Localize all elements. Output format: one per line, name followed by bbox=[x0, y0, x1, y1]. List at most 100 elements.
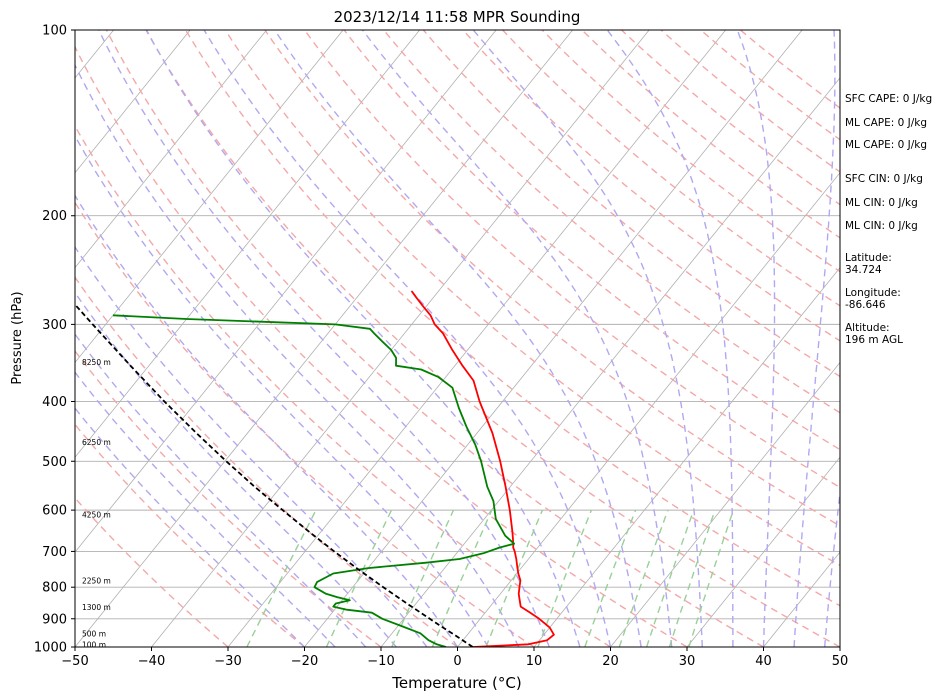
x-axis: −50 −40 −30 −20 −10 0 10 20 30 40 50 bbox=[61, 647, 848, 669]
isotherm--80 bbox=[75, 30, 344, 364]
moist-adiabat-20 bbox=[203, 30, 612, 647]
y-axis-title: Pressure (hPa) bbox=[10, 291, 25, 384]
sounding-traces bbox=[75, 290, 555, 647]
y-tick-label: 900 bbox=[42, 612, 67, 627]
height-label: 8250 m bbox=[82, 358, 111, 367]
moist-adiabat--20 bbox=[75, 407, 305, 647]
isotherm--10 bbox=[380, 77, 840, 647]
dry-adiabat-140 bbox=[502, 30, 840, 307]
temperature-trace bbox=[410, 290, 555, 647]
moist-adiabat-12 bbox=[98, 30, 550, 647]
x-tick-label: 0 bbox=[453, 654, 461, 669]
y-tick-label: 1000 bbox=[34, 641, 67, 656]
moist-adiabat-40 bbox=[736, 30, 776, 647]
moist-adiabats bbox=[75, 30, 840, 647]
mixing-ratio-line-28 bbox=[688, 509, 735, 647]
moist-adiabat-8 bbox=[75, 63, 520, 647]
dry-adiabat-0 bbox=[75, 276, 458, 647]
dry-adiabat-130 bbox=[462, 30, 840, 342]
height-label: 1300 m bbox=[82, 603, 111, 612]
mixing-ratio-line-8 bbox=[537, 509, 593, 647]
isotherm--30 bbox=[227, 30, 726, 647]
moist-adiabat-0 bbox=[75, 194, 459, 647]
moist-adiabat-28 bbox=[361, 30, 673, 647]
longitude-label: Longitude: bbox=[845, 287, 901, 299]
moist-adiabat--4 bbox=[75, 245, 428, 647]
moist-adiabat-24 bbox=[274, 30, 642, 647]
mixing-ratio-line-1 bbox=[325, 509, 393, 647]
longitude-value: -86.646 bbox=[845, 299, 886, 311]
dry-adiabat-110 bbox=[383, 30, 840, 414]
x-axis-title: Temperature (°C) bbox=[391, 674, 521, 692]
ml-cape-text-1: ML CAPE: 0 J/kg bbox=[845, 117, 927, 129]
dry-adiabat-150 bbox=[541, 30, 840, 273]
moist-adiabat-16 bbox=[145, 30, 581, 647]
dry-adiabat-30 bbox=[75, 45, 688, 647]
x-tick-label: 20 bbox=[602, 654, 619, 669]
y-tick-label: 400 bbox=[42, 395, 67, 410]
dry-adiabat-190 bbox=[700, 30, 840, 141]
y-tick-label: 700 bbox=[42, 545, 67, 560]
isotherm-20 bbox=[610, 361, 840, 647]
isotherm--60 bbox=[75, 30, 497, 553]
mixing-ratio-lines bbox=[246, 509, 735, 647]
chart-title: 2023/12/14 11:58 MPR Sounding bbox=[334, 8, 581, 26]
moist-adiabat-4 bbox=[75, 134, 489, 647]
dry-adiabat-50 bbox=[145, 30, 840, 647]
background-lines bbox=[75, 30, 840, 647]
x-tick-label: −30 bbox=[214, 654, 241, 669]
mixing-ratio-line-0.4 bbox=[246, 509, 317, 647]
mixing-ratio-line-12 bbox=[584, 509, 637, 647]
y-tick-label: 600 bbox=[42, 504, 67, 519]
sfc-cin-text: SFC CIN: 0 J/kg bbox=[845, 173, 923, 185]
dry-adiabat--10 bbox=[75, 349, 382, 647]
height-label: 100 m bbox=[82, 640, 106, 649]
altitude-label: Altitude: bbox=[845, 322, 890, 334]
y-axis: 1000 900 800 700 600 500 400 300 200 100 bbox=[34, 24, 75, 656]
dry-adiabat-120 bbox=[422, 30, 840, 378]
dry-adiabat--30 bbox=[75, 497, 229, 647]
moist-adiabat-44 bbox=[793, 30, 836, 647]
isotherm--50 bbox=[75, 30, 573, 647]
x-tick-label: −20 bbox=[291, 654, 318, 669]
latitude-label: Latitude: bbox=[845, 252, 892, 264]
height-label: 2250 m bbox=[82, 576, 111, 585]
y-tick-label: 200 bbox=[42, 209, 67, 224]
y-tick-label: 500 bbox=[42, 455, 67, 470]
sfc-cape-text: SFC CAPE: 0 J/kg bbox=[845, 93, 932, 105]
dry-adiabat-40 bbox=[105, 30, 764, 647]
dry-adiabat-20 bbox=[75, 124, 611, 647]
parcel-trace bbox=[75, 305, 474, 647]
latitude-value: 34.724 bbox=[845, 264, 882, 276]
moist-adiabat--12 bbox=[75, 332, 367, 647]
x-tick-label: 30 bbox=[679, 654, 696, 669]
y-tick-label: 300 bbox=[42, 318, 67, 333]
y-tick-label: 100 bbox=[42, 24, 67, 39]
x-tick-label: 10 bbox=[526, 654, 543, 669]
x-tick-label: −40 bbox=[138, 654, 165, 669]
mixing-ratio-line-24 bbox=[668, 509, 716, 647]
isotherm--90 bbox=[75, 30, 267, 269]
side-panel: SFC CAPE: 0 J/kg ML CAPE: 0 J/kg ML CAPE… bbox=[845, 93, 932, 346]
moist-adiabat--16 bbox=[75, 371, 336, 647]
isotherm-10 bbox=[533, 266, 840, 647]
mixing-ratio-line-3 bbox=[431, 509, 493, 647]
altitude-value: 196 m AGL bbox=[845, 334, 903, 346]
x-tick-label: 40 bbox=[755, 654, 772, 669]
mixing-ratio-line-20 bbox=[645, 509, 695, 647]
mixing-ratio-line-2 bbox=[391, 509, 455, 647]
dry-adiabat-90 bbox=[303, 30, 840, 489]
y-tick-label: 800 bbox=[42, 581, 67, 596]
isotherm-30 bbox=[686, 456, 840, 647]
mixing-ratio-line-5 bbox=[485, 509, 544, 647]
isotherm--40 bbox=[151, 30, 650, 647]
x-tick-label: −10 bbox=[367, 654, 394, 669]
height-label: 4250 m bbox=[82, 511, 111, 520]
height-label: 6250 m bbox=[82, 438, 111, 447]
dry-adiabat-170 bbox=[621, 30, 840, 206]
dry-adiabat--20 bbox=[75, 423, 305, 647]
moist-adiabat-32 bbox=[472, 30, 703, 647]
isotherm--70 bbox=[75, 30, 420, 458]
dewpoint-trace bbox=[112, 314, 515, 647]
